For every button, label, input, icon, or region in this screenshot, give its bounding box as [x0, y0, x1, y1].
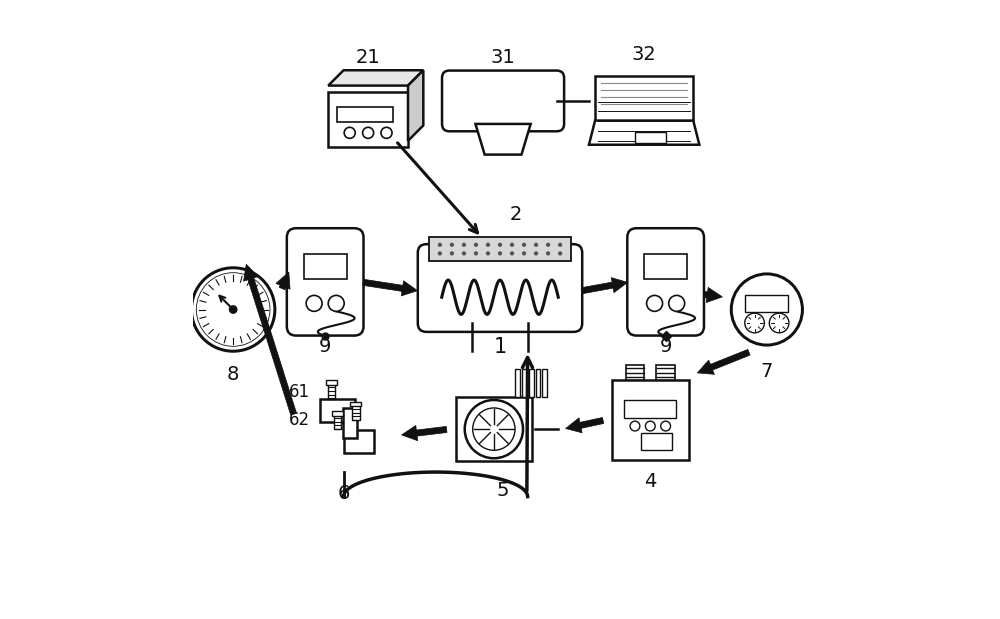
- Circle shape: [438, 243, 442, 247]
- Circle shape: [465, 400, 523, 458]
- Text: 31: 31: [491, 48, 515, 67]
- Bar: [536, 370, 540, 397]
- Text: 2: 2: [509, 205, 522, 223]
- Circle shape: [498, 251, 502, 256]
- Text: 61: 61: [289, 383, 310, 401]
- Circle shape: [745, 313, 764, 333]
- Circle shape: [344, 128, 355, 139]
- Text: 7: 7: [761, 361, 773, 381]
- Bar: [626, 365, 644, 380]
- Bar: [326, 380, 337, 385]
- Text: 5: 5: [497, 481, 509, 500]
- Text: 9: 9: [319, 337, 331, 356]
- Bar: [343, 409, 357, 438]
- Bar: [624, 400, 676, 418]
- Circle shape: [645, 421, 655, 431]
- Bar: [522, 370, 527, 397]
- Bar: [656, 365, 675, 380]
- Circle shape: [534, 251, 538, 256]
- Bar: [352, 405, 360, 420]
- Circle shape: [522, 251, 526, 256]
- FancyBboxPatch shape: [442, 71, 564, 131]
- FancyBboxPatch shape: [627, 228, 704, 335]
- Circle shape: [558, 243, 562, 247]
- Bar: [456, 397, 532, 461]
- Circle shape: [498, 243, 502, 247]
- Polygon shape: [475, 124, 531, 155]
- Bar: [334, 414, 341, 430]
- Circle shape: [546, 251, 550, 256]
- Circle shape: [474, 251, 478, 256]
- Text: 1: 1: [493, 337, 507, 357]
- FancyBboxPatch shape: [287, 228, 364, 335]
- Bar: [612, 380, 689, 460]
- Circle shape: [510, 251, 514, 256]
- Bar: [328, 383, 335, 399]
- Bar: [745, 295, 788, 312]
- Circle shape: [769, 313, 789, 333]
- Circle shape: [630, 421, 640, 431]
- Circle shape: [534, 243, 538, 247]
- Circle shape: [510, 243, 514, 247]
- Circle shape: [473, 408, 515, 450]
- Polygon shape: [328, 71, 423, 85]
- Text: 21: 21: [356, 48, 380, 67]
- Bar: [337, 106, 393, 122]
- Text: 8: 8: [227, 365, 239, 384]
- Text: 6: 6: [337, 484, 350, 503]
- Circle shape: [558, 251, 562, 256]
- Bar: [350, 402, 361, 407]
- Circle shape: [522, 243, 526, 247]
- Bar: [332, 411, 343, 415]
- Bar: [635, 132, 666, 143]
- Polygon shape: [589, 121, 699, 145]
- Text: 62: 62: [289, 411, 310, 429]
- Circle shape: [462, 243, 466, 247]
- Circle shape: [450, 251, 454, 256]
- Circle shape: [363, 128, 374, 139]
- Circle shape: [381, 128, 392, 139]
- Circle shape: [191, 268, 275, 351]
- Bar: [344, 430, 374, 453]
- Circle shape: [450, 243, 454, 247]
- Bar: [595, 76, 693, 121]
- Text: 9: 9: [659, 337, 672, 356]
- FancyBboxPatch shape: [418, 244, 582, 332]
- Bar: [529, 370, 534, 397]
- Text: 32: 32: [632, 45, 657, 64]
- Circle shape: [306, 295, 322, 311]
- Circle shape: [647, 295, 663, 311]
- Bar: [644, 254, 687, 279]
- Bar: [515, 370, 520, 397]
- Circle shape: [229, 306, 237, 313]
- Circle shape: [438, 251, 442, 256]
- Bar: [542, 370, 547, 397]
- Circle shape: [661, 421, 671, 431]
- Circle shape: [546, 243, 550, 247]
- Circle shape: [731, 274, 802, 345]
- Polygon shape: [408, 71, 423, 141]
- Circle shape: [462, 251, 466, 256]
- Bar: [641, 433, 672, 450]
- Bar: [304, 254, 347, 279]
- Bar: [328, 92, 408, 147]
- Text: 4: 4: [644, 472, 656, 491]
- Bar: [429, 238, 571, 261]
- Bar: [320, 399, 355, 422]
- Circle shape: [486, 243, 490, 247]
- Circle shape: [486, 251, 490, 256]
- Circle shape: [474, 243, 478, 247]
- Circle shape: [669, 295, 685, 311]
- Circle shape: [328, 295, 344, 311]
